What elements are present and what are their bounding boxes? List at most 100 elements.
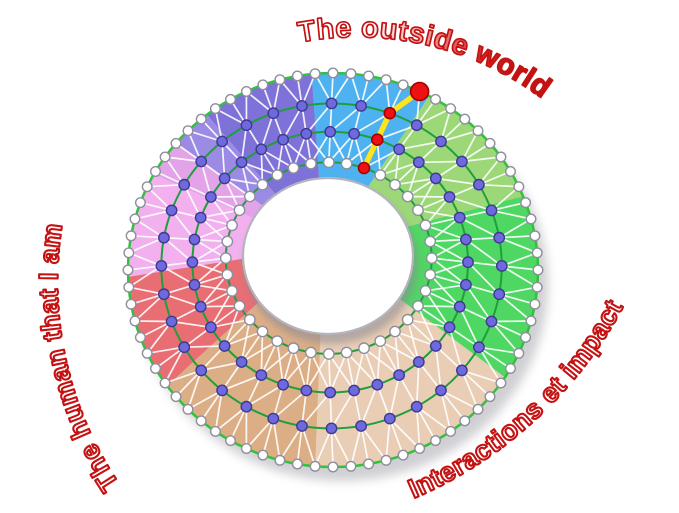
purple-node[interactable]	[355, 420, 367, 432]
white-node[interactable]	[149, 363, 161, 375]
white-node[interactable]	[224, 435, 236, 447]
white-node[interactable]	[425, 252, 438, 265]
white-node[interactable]	[221, 268, 234, 281]
white-node[interactable]	[363, 70, 375, 82]
white-node[interactable]	[170, 137, 182, 149]
purple-node[interactable]	[459, 233, 472, 246]
white-node[interactable]	[141, 347, 153, 359]
white-node[interactable]	[123, 247, 135, 259]
white-node[interactable]	[219, 252, 232, 265]
white-node[interactable]	[424, 268, 437, 281]
purple-node[interactable]	[325, 97, 338, 110]
purple-node[interactable]	[195, 155, 208, 168]
white-node[interactable]	[141, 181, 153, 193]
white-node[interactable]	[484, 137, 496, 149]
purple-node[interactable]	[495, 259, 508, 272]
white-node[interactable]	[271, 335, 284, 347]
purple-node[interactable]	[348, 127, 360, 140]
white-node[interactable]	[322, 156, 335, 169]
purple-node[interactable]	[186, 256, 199, 269]
white-node[interactable]	[291, 458, 303, 470]
white-node[interactable]	[525, 315, 537, 327]
white-node[interactable]	[233, 300, 246, 312]
white-node[interactable]	[430, 93, 442, 105]
purple-node[interactable]	[188, 278, 201, 291]
white-node[interactable]	[129, 213, 141, 225]
white-node[interactable]	[226, 219, 238, 232]
white-node[interactable]	[380, 454, 392, 466]
white-node[interactable]	[424, 235, 437, 248]
purple-node[interactable]	[204, 321, 217, 334]
white-node[interactable]	[419, 219, 432, 232]
purple-node[interactable]	[300, 127, 313, 140]
white-node[interactable]	[513, 181, 525, 193]
white-node[interactable]	[363, 458, 375, 470]
purple-node[interactable]	[296, 100, 308, 112]
white-node[interactable]	[221, 235, 234, 248]
white-node[interactable]	[412, 204, 424, 217]
purple-node[interactable]	[410, 400, 423, 413]
purple-node[interactable]	[235, 356, 248, 368]
white-node[interactable]	[149, 165, 161, 177]
purple-node[interactable]	[371, 378, 384, 391]
white-node[interactable]	[505, 363, 517, 375]
white-node[interactable]	[170, 391, 182, 403]
white-node[interactable]	[340, 346, 353, 359]
white-node[interactable]	[159, 377, 171, 389]
white-node[interactable]	[291, 70, 303, 82]
white-node[interactable]	[122, 264, 134, 276]
white-node[interactable]	[459, 113, 471, 125]
white-node[interactable]	[134, 197, 146, 209]
purple-node[interactable]	[325, 422, 338, 435]
white-node[interactable]	[209, 425, 221, 437]
purple-node[interactable]	[277, 133, 289, 146]
white-node[interactable]	[226, 284, 238, 297]
purple-node[interactable]	[443, 191, 456, 203]
white-node[interactable]	[397, 79, 409, 91]
white-node[interactable]	[327, 67, 339, 79]
white-node[interactable]	[195, 113, 207, 125]
white-node[interactable]	[274, 454, 286, 466]
purple-node[interactable]	[472, 178, 485, 191]
selected-node-outer[interactable]	[409, 81, 430, 102]
white-node[interactable]	[374, 169, 387, 182]
white-node[interactable]	[224, 93, 236, 105]
purple-node[interactable]	[155, 259, 168, 272]
purple-node[interactable]	[462, 256, 474, 269]
purple-node[interactable]	[485, 204, 498, 217]
white-node[interactable]	[529, 298, 541, 310]
white-node[interactable]	[358, 342, 370, 355]
white-node[interactable]	[513, 347, 525, 359]
purple-node[interactable]	[472, 341, 485, 354]
white-node[interactable]	[271, 169, 284, 182]
purple-node[interactable]	[485, 315, 498, 328]
purple-node[interactable]	[235, 156, 248, 169]
white-node[interactable]	[532, 264, 544, 276]
white-node[interactable]	[195, 415, 207, 427]
white-node[interactable]	[327, 461, 339, 473]
white-node[interactable]	[209, 103, 221, 115]
white-node[interactable]	[287, 342, 300, 355]
white-node[interactable]	[505, 165, 517, 177]
purple-node[interactable]	[459, 278, 472, 291]
white-node[interactable]	[134, 331, 146, 343]
white-node[interactable]	[129, 315, 141, 327]
white-node[interactable]	[401, 190, 414, 203]
white-node[interactable]	[257, 79, 269, 91]
purple-node[interactable]	[194, 211, 207, 224]
white-node[interactable]	[322, 348, 335, 360]
white-node[interactable]	[414, 443, 426, 455]
purple-node[interactable]	[412, 156, 425, 169]
selected-node[interactable]	[370, 133, 384, 146]
white-node[interactable]	[374, 335, 387, 347]
white-node[interactable]	[159, 151, 171, 163]
purple-node[interactable]	[195, 364, 208, 377]
white-node[interactable]	[304, 346, 317, 359]
white-node[interactable]	[531, 247, 543, 259]
purple-node[interactable]	[218, 172, 231, 185]
white-node[interactable]	[309, 68, 321, 80]
purple-node[interactable]	[165, 204, 178, 217]
purple-node[interactable]	[255, 143, 268, 156]
purple-node[interactable]	[277, 378, 289, 391]
white-node[interactable]	[233, 204, 246, 217]
